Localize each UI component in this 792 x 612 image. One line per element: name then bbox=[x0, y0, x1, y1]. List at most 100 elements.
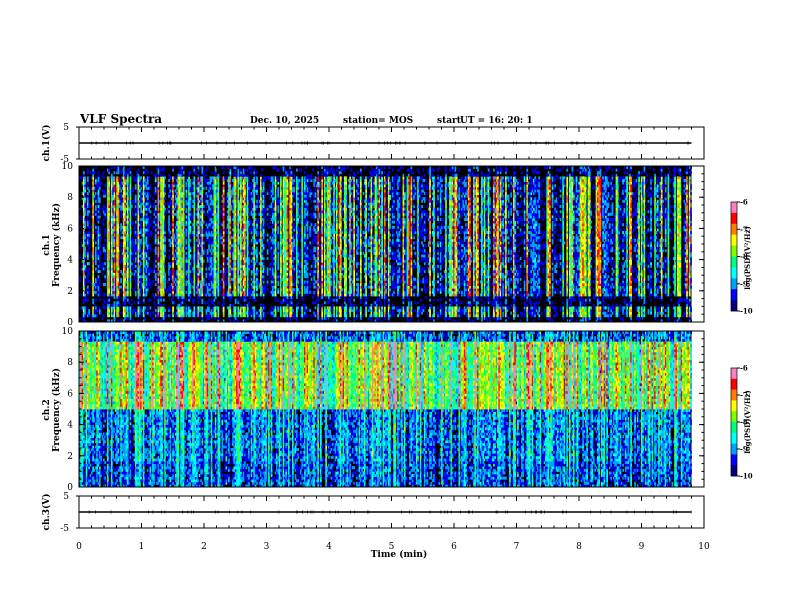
ch1-spectrogram-cell bbox=[103, 208, 105, 211]
ch1-spectrogram-cell bbox=[98, 278, 100, 281]
ch1-spectrogram-cell bbox=[123, 171, 125, 174]
ch1-spectrogram-cell bbox=[108, 236, 110, 239]
ch1-spectrogram-cell bbox=[120, 171, 122, 174]
ch1-spectrogram-cell bbox=[95, 270, 97, 273]
ch1-spectrogram-cell bbox=[120, 280, 122, 283]
ch1-spectrogram-cell bbox=[88, 262, 90, 265]
ch1-spectrogram-cell bbox=[95, 291, 97, 294]
ch1-spectrogram-cell bbox=[83, 286, 85, 289]
ch1-spectrogram-cell bbox=[118, 280, 120, 283]
ch1-spectrogram-cell bbox=[103, 171, 105, 174]
ch1-spectrogram-cell bbox=[87, 299, 89, 302]
ch1-spectrogram-cell bbox=[104, 205, 106, 208]
ch1-spectrogram-cell bbox=[99, 265, 101, 268]
ch1-spectrogram-cell bbox=[84, 231, 86, 234]
ch1-spectrogram-cell bbox=[87, 252, 89, 255]
ch1-spectrogram-cell bbox=[104, 283, 106, 286]
ch1-spectrogram-cell bbox=[120, 270, 122, 273]
ch1-spectrogram-cell bbox=[99, 197, 101, 200]
ch1-spectrogram-cell bbox=[84, 226, 86, 229]
ch1-spectrogram-cell bbox=[124, 241, 126, 244]
ch1-spectrogram-cell bbox=[95, 200, 97, 203]
ch1-spectrogram-cell bbox=[99, 260, 101, 263]
ch1-spectrogram-cell bbox=[120, 215, 122, 218]
ch1-spectrogram-cell bbox=[111, 262, 113, 265]
ch1-spectrogram-cell bbox=[92, 257, 94, 260]
ch1-spectrogram-cell bbox=[118, 288, 120, 291]
ch1-spectrogram-cell bbox=[99, 244, 101, 247]
ch1-spectrogram-cell bbox=[104, 184, 106, 187]
ch1-spectrogram-cell bbox=[118, 314, 120, 317]
ch1-spectrogram-cell bbox=[84, 280, 86, 283]
ch1-spectrogram-cell bbox=[114, 273, 116, 276]
ch1-spectrogram-cell bbox=[108, 283, 110, 286]
ch1-spectrogram-cell bbox=[114, 218, 116, 221]
ch1-spectrogram-cell bbox=[87, 195, 89, 198]
ch1-spectrogram-cell bbox=[108, 187, 110, 190]
ch1-spectrogram-cell bbox=[108, 184, 110, 187]
ch1-spectrogram-cell bbox=[108, 278, 110, 281]
ch1-spectrogram-cell bbox=[95, 228, 97, 231]
ch1-spectrogram-cell bbox=[88, 273, 90, 276]
ch1-spectrogram-cell bbox=[120, 192, 122, 195]
ch1-spectrogram-cell bbox=[87, 275, 89, 278]
ch1-spectrogram-cell bbox=[94, 312, 96, 315]
ch1-spectrogram-cell bbox=[92, 265, 94, 268]
ch1-spectrogram-cell bbox=[95, 176, 97, 179]
ch1-spectrogram-cell bbox=[84, 254, 86, 257]
ch1-spectrogram-cell bbox=[114, 228, 116, 231]
ch1-spectrogram-cell bbox=[87, 270, 89, 273]
ch1-spectrogram-cell bbox=[84, 179, 86, 182]
ch1-spectrogram-cell bbox=[114, 291, 116, 294]
ch1-spectrogram-cell bbox=[83, 317, 85, 320]
ch1-spectrogram-cell bbox=[111, 249, 113, 252]
ch1-spectrogram-cell bbox=[103, 223, 105, 226]
ch1-spectrogram-cell bbox=[83, 215, 85, 218]
ch1-spectrogram-cell bbox=[83, 244, 85, 247]
ch1-spectrogram-cell bbox=[99, 291, 101, 294]
ch1-spectrogram-cell bbox=[92, 293, 94, 296]
ch1-spectrogram-cell bbox=[87, 187, 89, 190]
ch1-spectrogram-cell bbox=[99, 226, 101, 229]
ch1-spectrogram-cell bbox=[92, 192, 94, 195]
ch1-spectrogram-cell bbox=[119, 247, 121, 250]
ch1-spectrogram-cell bbox=[104, 213, 106, 216]
ch1-spectrogram-cell bbox=[104, 239, 106, 242]
ch1-spectrogram-cell bbox=[94, 239, 96, 242]
ch1-spectrogram-cell bbox=[92, 169, 94, 172]
ch1-spectrogram-cell bbox=[84, 239, 86, 242]
ch1-spectrogram-cell bbox=[104, 275, 106, 278]
ch1-spectrogram-cell bbox=[88, 312, 90, 315]
ch1-spectrogram-cell bbox=[83, 273, 85, 276]
ch1-spectrogram-cell bbox=[104, 301, 106, 304]
ch1-spectrogram-cell bbox=[120, 210, 122, 213]
ch1-spectrogram-cell bbox=[114, 234, 116, 237]
ch1-spectrogram-cell bbox=[124, 262, 126, 265]
ch1-spectrogram-cell bbox=[114, 202, 116, 205]
ch1-spectrogram-cell bbox=[84, 184, 86, 187]
ch1-spectrogram-cell bbox=[96, 314, 98, 317]
ch1-spectrogram-cell bbox=[84, 197, 86, 200]
ch1-spectrogram-cell bbox=[118, 275, 120, 278]
ch1-spectrogram-cell bbox=[120, 244, 122, 247]
ch1-spectrogram-cell bbox=[104, 210, 106, 213]
ch1-spectrogram-cell bbox=[95, 182, 97, 185]
ch1-spectrogram-cell bbox=[123, 169, 125, 172]
ch1-spectrogram-cell bbox=[124, 244, 126, 247]
panels-group: 0246810-6-7-8-9-100246810-6-7-8-9-105-55… bbox=[60, 123, 753, 552]
ch1-spectrogram-cell bbox=[94, 189, 96, 192]
ch1-spectrogram-cell bbox=[104, 234, 106, 237]
ch1-spectrogram-cell bbox=[118, 299, 120, 302]
ch1-spectrogram-cell bbox=[95, 213, 97, 216]
ch1-spectrogram-cell bbox=[118, 241, 120, 244]
ch1-spectrogram-cell bbox=[100, 236, 102, 239]
ch1-spectrogram-cell bbox=[95, 262, 97, 265]
ch1-spectrogram-cell bbox=[107, 301, 109, 304]
ch1-spectrogram-cell bbox=[104, 254, 106, 257]
ch1-spectrogram-cell bbox=[104, 252, 106, 255]
ch1-spectrogram-cell bbox=[84, 293, 86, 296]
ch1-spectrogram-cell bbox=[114, 171, 116, 174]
ch1-spectrogram-cell bbox=[114, 296, 116, 299]
ch1-spectrogram-cell bbox=[84, 202, 86, 205]
ch1-spectrogram-cell bbox=[111, 265, 113, 268]
